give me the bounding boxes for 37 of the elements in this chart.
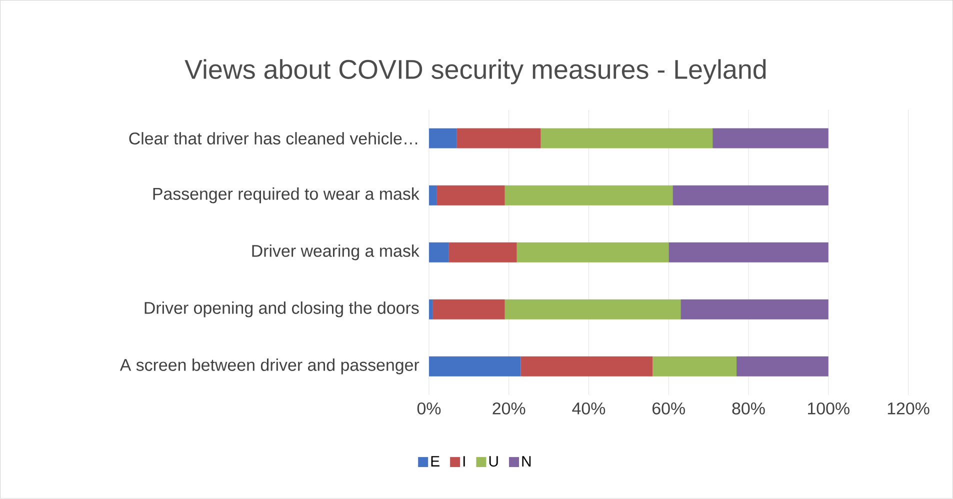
bar [428, 356, 521, 377]
y-tick-label: Passenger required to wear a mask [153, 188, 420, 204]
y-tick-label: Driver wearing a mask [252, 244, 420, 260]
bar [428, 185, 437, 206]
bar [428, 300, 433, 320]
bar [428, 242, 449, 263]
bar [672, 185, 828, 206]
bar [516, 242, 669, 263]
bar [428, 128, 457, 148]
bar [432, 300, 505, 320]
legend-label: E [431, 456, 440, 467]
x-tick-label: 40% [572, 402, 606, 415]
bar [680, 300, 828, 320]
bar [540, 128, 713, 148]
chart-title: Views about COVID security measures - Leyland [184, 59, 766, 84]
x-tick-label: 0% [417, 402, 441, 415]
legend-label: N [522, 456, 531, 467]
bar [456, 128, 541, 148]
x-tick-label: 100% [808, 402, 850, 415]
x-tick-label: 120% [888, 402, 930, 415]
x-tick-label: 80% [732, 402, 765, 415]
bar [652, 356, 737, 377]
x-tick-label: 20% [492, 402, 526, 415]
bar [712, 128, 828, 148]
y-tick-label: Driver opening and closing the doors [144, 302, 419, 318]
bar [668, 242, 828, 263]
legend-label: I [463, 456, 465, 467]
bar [520, 356, 653, 377]
bar [736, 356, 828, 377]
y-tick-label: Clear that driver has cleaned vehicle… [129, 132, 418, 145]
bar [436, 185, 505, 206]
bar [448, 242, 517, 263]
legend-label: U [489, 456, 498, 467]
x-tick-label: 60% [652, 402, 685, 415]
y-tick-label: A screen between driver and passenger [120, 358, 420, 374]
bar [504, 300, 681, 320]
bar [504, 185, 673, 206]
